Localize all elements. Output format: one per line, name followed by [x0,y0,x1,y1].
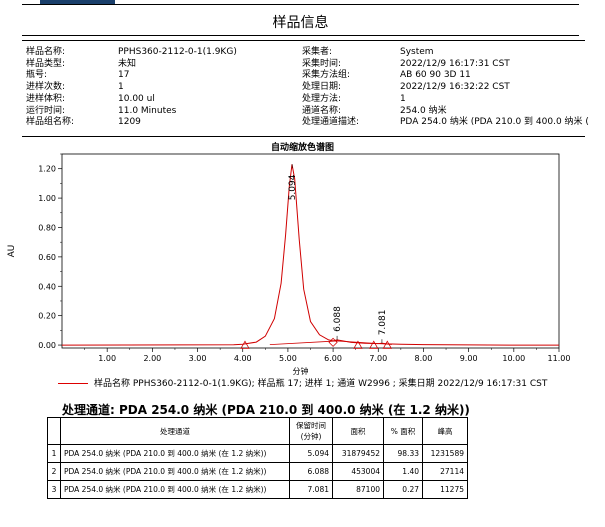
cell-retention: 7.081 [289,480,333,499]
peak-start-marker [382,340,392,349]
col-header-area: 面积 [332,417,384,445]
series-line [61,164,559,346]
info-label-right-1: 采集时间: [302,58,342,69]
cell-retention: 6.088 [289,462,333,481]
x-tick-label: 1.00 [98,354,116,363]
integration-baseline [269,340,392,346]
col-header-retention: 保留时间 (分钟) [289,417,333,445]
cell-channel: PDA 254.0 纳米 (PDA 210.0 到 400.0 纳米 (在 1.… [60,480,290,499]
y-tick-label: 1.00 [38,194,56,203]
cell-height: 27114 [422,462,468,481]
chromatogram-chart: 0.00 0.20 0.40 0.60 0.80 1.00 1.20 1.00 2.00 3.00… [7,153,571,376]
cell-height: 1231589 [422,444,468,463]
peak-start-marker [353,340,363,349]
info-label-left-1: 样品类型: [26,58,66,69]
info-label-right-6: 处理通道描述: [302,117,360,128]
info-label-left-5: 运行时间: [26,105,66,116]
x-tick-label: 9.00 [460,354,478,363]
info-value-left-2: 17 [118,70,130,81]
peak-table-title: 处理通道: PDA 254.0 纳米 (PDA 210.0 到 400.0 纳米… [62,403,470,417]
x-tick-label: 8.00 [415,354,433,363]
info-label-left-2: 瓶号: [26,70,48,81]
y-tick-label: 0.20 [38,312,56,321]
cell-index: 2 [47,462,61,481]
cell-area: 87100 [332,480,384,499]
info-value-right-5: 254.0 纳米 [400,105,447,116]
info-label-left-0: 样品名称: [26,47,66,57]
info-value-right-0: System [400,47,434,57]
sample-info-panel: 样品名称: PPHS360-2112-0-1(1.9KG) 样品类型: 未知瓶号: 17… [22,40,589,137]
info-value-right-2: AB 60 90 3D 11 [400,70,471,81]
info-value-right-3: 2022/12/9 16:32:22 CST [400,82,510,93]
peak-start-marker [240,340,250,349]
info-value-left-4: 10.00 ul [118,93,155,104]
info-value-left-1: 未知 [118,58,137,69]
col-header-height: 峰高 [422,417,468,445]
legend-series-label: 样品名称 PPHS360-2112-0-1(1.9KG); 样品瓶 17; 进样… [94,379,548,389]
y-tick-label: 1.20 [38,165,56,174]
info-value-right-6: PDA 254.0 纳米 (PDA 210.0 到 400.0 纳米 ( [400,117,589,128]
x-tick-label: 7.00 [369,354,387,363]
peak-label: 7.081 [378,310,388,336]
info-value-left-3: 1 [118,82,124,93]
x-tick-label: 6.00 [324,354,342,363]
peak-valley-marker [328,337,338,347]
col-header-index [47,417,61,445]
peak-start-marker [369,340,379,349]
header-accent-bar [40,0,115,4]
info-value-right-4: 1 [400,93,406,104]
y-axis-label: AU [7,245,17,258]
cell-retention: 5.094 [289,444,333,463]
chart-legend: 样品名称 PPHS360-2112-0-1(1.9KG); 样品瓶 17; 进样… [58,376,547,389]
peak-table-header-row: 处理通道 保留时间 (分钟) 面积 % 面积 峰高 [47,417,468,445]
x-tick-label: 3.00 [189,354,207,363]
peak-label: 6.088 [333,306,343,332]
y-tick-label: 0.00 [38,341,56,350]
cell-index: 3 [47,480,61,499]
info-label-right-0: 采集者: [302,47,333,57]
cell-channel: PDA 254.0 纳米 (PDA 210.0 到 400.0 纳米 (在 1.… [60,462,290,481]
report-title-box: 样品信息 [22,4,579,36]
info-label-left-4: 进样体积: [26,93,66,104]
x-tick-label: 5.00 [279,354,297,363]
peak-table: 处理通道 保留时间 (分钟) 面积 % 面积 峰高 1 PDA 254.0 纳米 … [47,417,468,499]
cell-area-percent: 0.27 [383,480,423,499]
info-label-right-5: 通道名称: [302,105,342,116]
y-tick-label: 0.80 [38,223,56,232]
report-title: 样品信息 [272,15,329,31]
peak-label: 5.094 [288,174,298,200]
x-axis-label: 分钟 [293,366,309,376]
plot-frame [61,153,560,349]
x-tick-label: 10.00 [502,354,525,363]
peak-table-row: 3 PDA 254.0 纳米 (PDA 210.0 到 400.0 纳米 (在 1… [47,480,468,499]
info-label-right-4: 处理方法: [302,93,342,104]
cell-channel: PDA 254.0 纳米 (PDA 210.0 到 400.0 纳米 (在 1.… [60,444,290,463]
x-tick-label: 2.00 [143,354,161,363]
cell-area-percent: 1.40 [383,462,423,481]
col-header-area-percent: % 面积 [383,417,423,445]
peak-table-row: 1 PDA 254.0 纳米 (PDA 210.0 到 400.0 纳米 (在 1… [47,444,468,463]
x-tick-label: 4.00 [234,354,252,363]
info-value-left-6: 1209 [118,117,141,128]
cell-area-percent: 98.33 [383,444,423,463]
info-label-left-3: 进样次数: [26,82,66,93]
chart-title: 自动缩放色谱图 [270,143,334,153]
cell-height: 11275 [422,480,468,499]
cell-area: 453004 [332,462,384,481]
y-tick-label: 0.40 [38,282,56,291]
cell-area: 31879452 [332,444,384,463]
x-tick-label: 11.00 [548,354,571,363]
info-value-right-1: 2022/12/9 16:17:31 CST [400,58,510,69]
peak-table-row: 2 PDA 254.0 纳米 (PDA 210.0 到 400.0 纳米 (在 1… [47,462,468,481]
info-label-right-3: 处理日期: [302,82,342,93]
info-value-left-0: PPHS360-2112-0-1(1.9KG) [118,47,237,57]
y-tick-label: 0.60 [38,253,56,262]
legend-line-swatch [58,383,88,384]
info-label-left-6: 样品组名称: [26,117,75,128]
info-label-right-2: 采集方法组: [302,70,351,81]
cell-index: 1 [47,444,61,463]
col-header-channel: 处理通道 [60,417,290,445]
info-value-left-5: 11.0 Minutes [118,105,177,116]
